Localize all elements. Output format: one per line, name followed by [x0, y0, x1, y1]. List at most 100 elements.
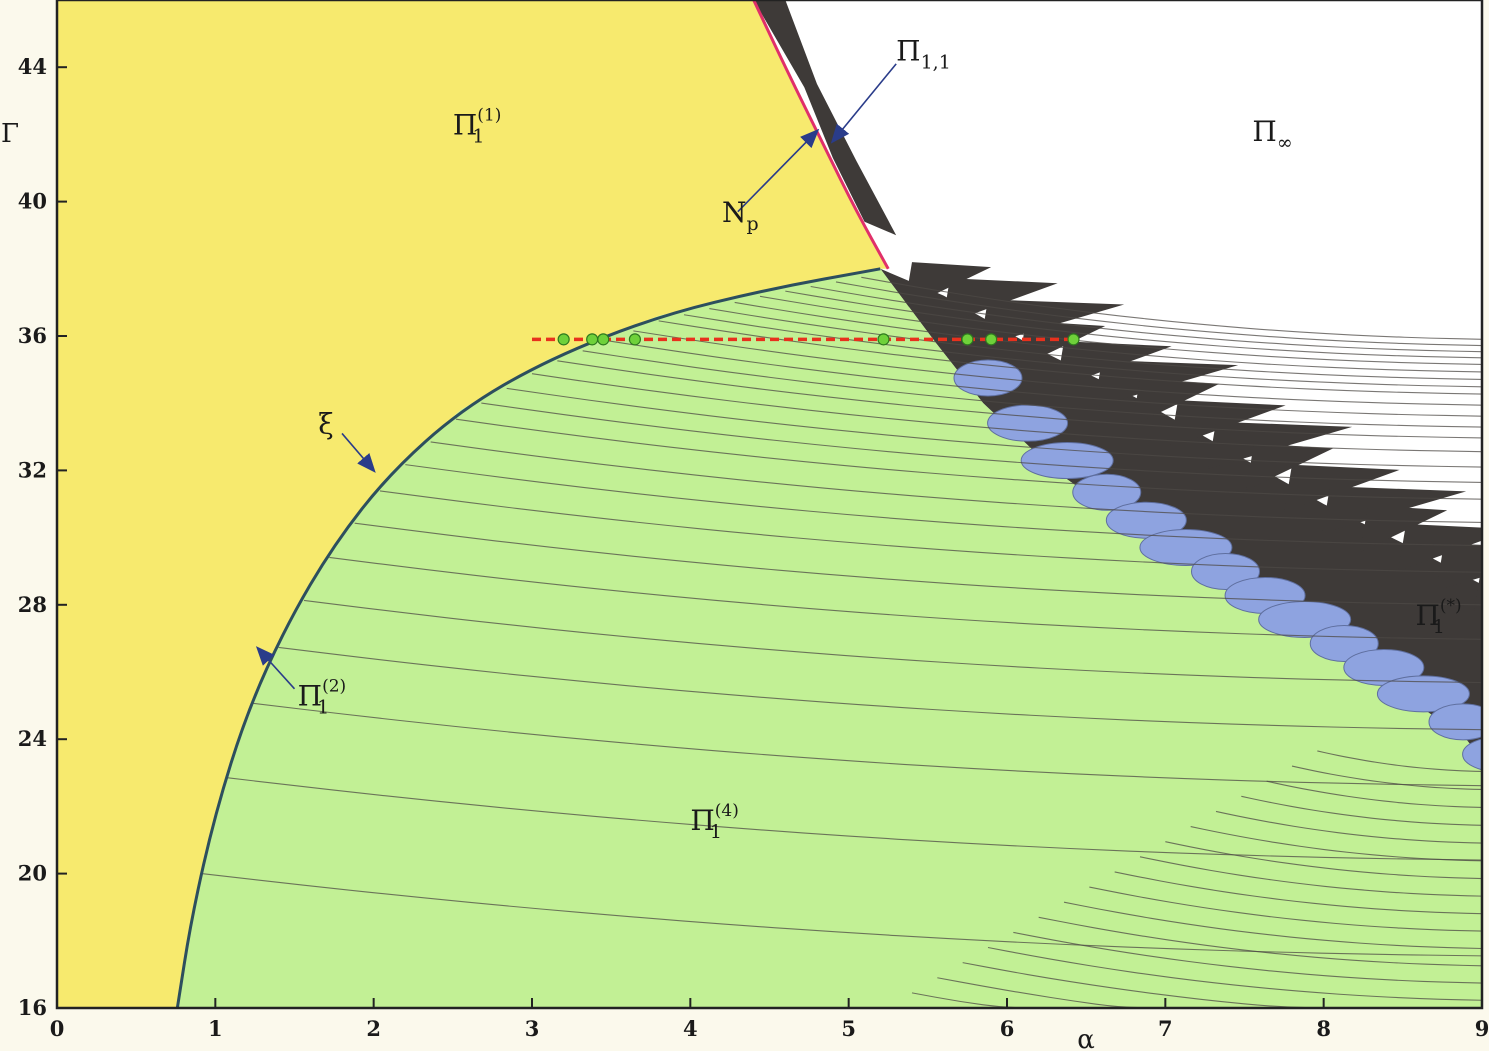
annotation-arrow [737, 128, 820, 213]
x-tick-label: 7 [1158, 1016, 1173, 1041]
section-point [877, 333, 890, 346]
green-curve [354, 522, 1482, 606]
green-curve [1317, 750, 1482, 773]
boundary-np [752, 0, 890, 270]
green-curve [1038, 916, 1482, 967]
label-xi: ξ [318, 407, 333, 440]
y-tick-label: 36 [18, 323, 47, 348]
section-point [1067, 333, 1080, 346]
green-curve [531, 373, 1482, 453]
green-curve [1089, 886, 1482, 932]
green-curve [658, 320, 1482, 395]
annotation-arrow [830, 63, 897, 144]
green-curve [582, 350, 1482, 428]
y-tick-label: 20 [18, 861, 47, 886]
label-pi1-4: Π(4) 1 [690, 801, 739, 843]
dark-fringe [1436, 543, 1482, 591]
green-curve [962, 962, 1482, 1008]
green-curve [1241, 795, 1482, 826]
green-curve [861, 276, 1482, 340]
green-curve [1114, 871, 1482, 915]
green-curve [379, 490, 1482, 573]
blue-lobe [1072, 473, 1142, 511]
label-np: Np [722, 196, 759, 235]
dark-fringe [1018, 320, 1106, 369]
dark-fringe [1398, 524, 1482, 572]
blue-lobe [1462, 738, 1482, 771]
region-green [177, 268, 1482, 1008]
axis-ticks: 0 1 2 3 4 5 6 7 8 9 16 20 24 28 32 36 40 44 [18, 54, 1489, 1041]
green-curve [303, 599, 1482, 684]
region-yellow [57, 0, 889, 1008]
x-tick-label: 4 [683, 1016, 698, 1041]
section-point [597, 333, 610, 346]
green-curve [455, 418, 1482, 500]
boundary-xi [175, 267, 881, 1008]
y-tick-label: 28 [18, 592, 47, 617]
annotation-arrow [341, 432, 376, 473]
green-curve [1266, 780, 1482, 808]
green-curve [329, 556, 1482, 640]
green-curve [506, 387, 1482, 468]
green-curve [607, 340, 1482, 417]
plot-area [57, 0, 1482, 1008]
dark-fringe [1474, 563, 1482, 611]
y-axis-label: Γ [1, 119, 19, 149]
annotation-arrow [255, 646, 296, 690]
green-curve [1063, 901, 1482, 950]
x-tick-label: 2 [366, 1016, 381, 1041]
x-axis-label: α [1077, 1025, 1095, 1051]
section-point [628, 333, 642, 346]
green-curve [937, 977, 1482, 1008]
green-curve [1013, 931, 1482, 984]
green-curve [202, 873, 1482, 957]
green-curve [253, 702, 1482, 787]
green-curve [1139, 856, 1482, 897]
green-curve [759, 295, 1482, 365]
green-curve [911, 992, 1482, 1008]
green-curve [557, 360, 1482, 439]
y-tick-label: 40 [18, 189, 47, 214]
green-curve [1165, 841, 1482, 880]
y-tick-label: 32 [18, 457, 47, 482]
y-tick-label: 16 [18, 995, 47, 1020]
region-labels: Π(1) 1 Π1,1 Π∞ Np ξ Π(2) 1 Π(4) 1 Π(*) 1 [298, 34, 1462, 842]
blue-lobe [1376, 675, 1470, 713]
blue-lobe [953, 359, 1023, 397]
x-tick-label: 1 [208, 1016, 223, 1041]
label-pi-inf: Π∞ [1252, 115, 1292, 154]
green-curve [683, 314, 1482, 388]
green-curve [430, 441, 1482, 523]
section-point [557, 333, 570, 346]
green-curve [405, 464, 1482, 547]
x-tick-label: 3 [525, 1016, 540, 1041]
green-curve [278, 646, 1482, 731]
x-tick-label: 6 [1000, 1016, 1015, 1041]
blue-lobe [1428, 703, 1482, 741]
label-pi11: Π1,1 [896, 34, 951, 73]
green-curve [987, 946, 1482, 1001]
label-pi1-star: Π(*) 1 [1416, 596, 1462, 638]
green-curve [810, 285, 1482, 353]
plot-frame [55, 0, 1484, 1010]
green-curve [709, 308, 1482, 380]
x-tick-label: 9 [1475, 1016, 1489, 1041]
green-curve [481, 402, 1482, 483]
section-point [985, 333, 998, 346]
blue-lobe [987, 404, 1069, 442]
section-point [586, 333, 599, 346]
x-tick-label: 0 [50, 1016, 65, 1041]
x-tick-label: 8 [1316, 1016, 1331, 1041]
label-pi1-2: Π(2) 1 [298, 677, 347, 719]
green-curve [227, 777, 1482, 861]
section-point [961, 333, 974, 346]
green-curve [734, 301, 1482, 373]
green-curve [1215, 810, 1482, 844]
label-pi1-1: Π(1) 1 [453, 105, 502, 147]
green-curve [785, 290, 1482, 359]
green-curve [1190, 826, 1482, 862]
region-pi11-wedge [753, 0, 897, 236]
green-curve [1291, 765, 1482, 791]
y-tick-label: 44 [18, 54, 47, 79]
